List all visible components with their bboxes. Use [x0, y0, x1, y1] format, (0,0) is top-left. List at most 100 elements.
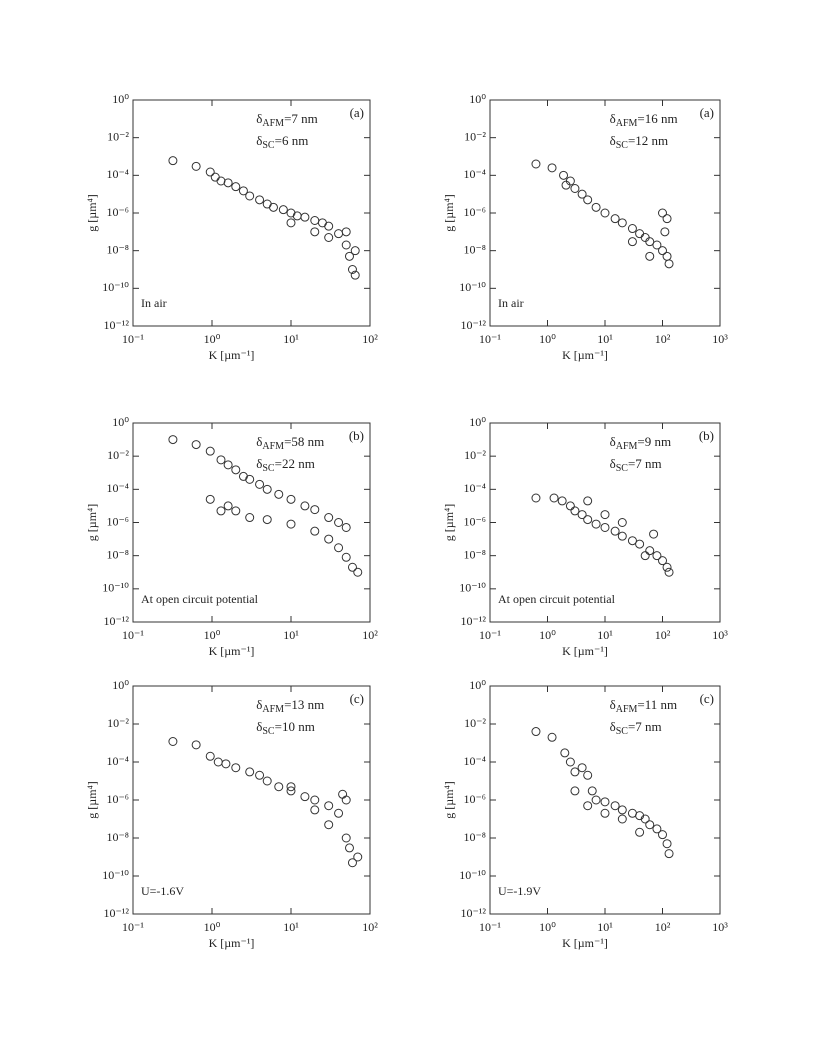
x-tick-label: 10¹ [283, 628, 299, 642]
annotation-subscript: SC [616, 140, 629, 151]
data-point [662, 214, 672, 224]
data-point [341, 240, 351, 250]
panel-note: At open circuit potential [141, 592, 259, 606]
data-point [310, 215, 320, 225]
data-point [262, 484, 272, 494]
data-point [617, 218, 627, 228]
y-tick-label: 10⁻⁶ [463, 514, 486, 528]
data-point [577, 763, 587, 773]
x-tick-label: 10⁰ [204, 628, 221, 642]
panel-label: (a) [700, 105, 714, 120]
data-point [341, 833, 351, 843]
data-point [286, 786, 296, 796]
data-point [531, 727, 541, 737]
data-point [662, 251, 672, 261]
y-tick-label: 10⁻⁸ [106, 830, 129, 844]
panel-label: (a) [350, 105, 364, 120]
data-point [570, 767, 580, 777]
y-tick-label: 10⁻⁶ [463, 205, 486, 219]
y-tick-label: 10⁻¹⁰ [102, 581, 129, 595]
annotation: δAFM=11 nm [610, 697, 678, 715]
data-point [347, 858, 357, 868]
annotation: δSC=6 nm [256, 133, 308, 151]
data-point [547, 732, 557, 742]
data-point [231, 182, 241, 192]
data-point [334, 229, 344, 239]
annotation-symbol: δ [256, 133, 262, 148]
annotation-symbol: δ [610, 111, 616, 126]
data-point [168, 736, 178, 746]
data-point [238, 186, 248, 196]
data-point [660, 227, 670, 237]
data-point [353, 567, 363, 577]
y-tick-label: 10⁻² [107, 129, 129, 143]
annotation-subscript: AFM [262, 704, 284, 715]
data-point [223, 501, 233, 511]
plot-frame [489, 99, 721, 327]
data-point [168, 435, 178, 445]
data-point [262, 199, 272, 209]
data-point [310, 227, 320, 237]
annotation-subscript: SC [262, 726, 275, 737]
panel-note: U=-1.6V [141, 884, 184, 898]
x-tick-label: 10³ [712, 628, 728, 642]
data-point [640, 551, 650, 561]
y-tick-label: 10⁻⁴ [106, 481, 129, 495]
x-tick-label: 10¹ [597, 920, 613, 934]
data-point [286, 494, 296, 504]
y-tick-label: 10⁻¹⁰ [102, 280, 129, 294]
data-point [334, 518, 344, 527]
annotation-text: =7 nm [284, 111, 318, 126]
data-point [223, 178, 233, 188]
annotation-symbol: δ [256, 111, 262, 126]
annotation: δSC=12 nm [610, 133, 669, 151]
data-point [353, 852, 363, 862]
x-tick-label: 10⁰ [539, 332, 556, 346]
data-point [583, 515, 593, 525]
annotation-text: =58 nm [284, 434, 324, 449]
data-point [645, 820, 655, 830]
y-tick-label: 10⁻² [464, 716, 486, 730]
annotation: δAFM=7 nm [256, 111, 318, 129]
annotation-text: =7 nm [628, 456, 662, 471]
x-tick-label: 10¹ [597, 332, 613, 346]
data-point [350, 270, 360, 280]
annotation: δAFM=58 nm [256, 434, 324, 452]
data-point [531, 159, 541, 169]
data-point [610, 526, 620, 536]
annotation-text: =10 nm [275, 719, 315, 734]
data-point [662, 562, 672, 572]
y-tick-label: 10⁰ [469, 415, 486, 429]
data-point [591, 519, 601, 529]
x-tick-label: 10³ [712, 920, 728, 934]
x-tick-label: 10⁻¹ [479, 628, 501, 642]
data-point [635, 539, 645, 549]
annotation-subscript: SC [616, 463, 629, 474]
data-point [565, 176, 575, 186]
x-tick-label: 10⁻¹ [122, 628, 144, 642]
y-tick-label: 10⁻⁶ [106, 205, 129, 219]
data-point [627, 224, 637, 234]
data-point [565, 757, 575, 767]
x-tick-label: 10⁻¹ [479, 920, 501, 934]
data-point [591, 202, 601, 212]
data-point [658, 830, 667, 840]
y-tick-label: 10⁻² [464, 448, 486, 462]
data-point [300, 792, 310, 802]
data-point [231, 506, 241, 516]
x-tick-label: 10⁻¹ [122, 920, 144, 934]
annotation-text: =6 nm [275, 133, 309, 148]
data-point [205, 494, 215, 504]
data-point [262, 515, 272, 525]
annotation-symbol: δ [610, 456, 616, 471]
panel-note: In air [498, 296, 524, 310]
data-point [645, 546, 655, 556]
data-point [617, 814, 627, 824]
y-tick-label: 10⁻⁸ [106, 242, 129, 256]
panel-note: In air [141, 296, 167, 310]
data-point [583, 801, 593, 811]
x-axis-label: K [µm⁻¹] [562, 644, 608, 658]
